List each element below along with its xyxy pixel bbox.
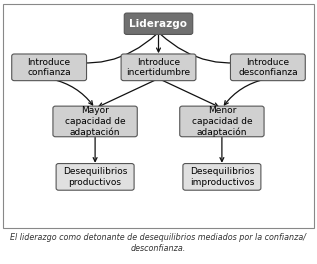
Text: Introduce
incertidumbre: Introduce incertidumbre	[126, 58, 191, 77]
FancyBboxPatch shape	[121, 54, 196, 81]
Text: Desequilibrios
productivos: Desequilibrios productivos	[63, 167, 127, 187]
Text: Liderazgo: Liderazgo	[130, 19, 187, 29]
FancyBboxPatch shape	[230, 54, 305, 81]
FancyBboxPatch shape	[124, 13, 193, 34]
Text: Desequilibrios
improductivos: Desequilibrios improductivos	[190, 167, 254, 187]
FancyBboxPatch shape	[12, 54, 87, 81]
FancyBboxPatch shape	[183, 163, 261, 190]
Text: Introduce
desconfianza: Introduce desconfianza	[238, 58, 298, 77]
Text: Mayor
capacidad de
adaptación: Mayor capacidad de adaptación	[65, 106, 126, 137]
Text: El liderazgo como detonante de desequilibrios mediados por la confianza/
desconf: El liderazgo como detonante de desequili…	[10, 233, 307, 253]
FancyBboxPatch shape	[56, 163, 134, 190]
FancyBboxPatch shape	[53, 106, 137, 137]
FancyBboxPatch shape	[3, 4, 314, 228]
Text: Introduce
confianza: Introduce confianza	[27, 58, 71, 77]
FancyBboxPatch shape	[180, 106, 264, 137]
Text: Menor
capacidad de
adaptación: Menor capacidad de adaptación	[191, 106, 252, 137]
